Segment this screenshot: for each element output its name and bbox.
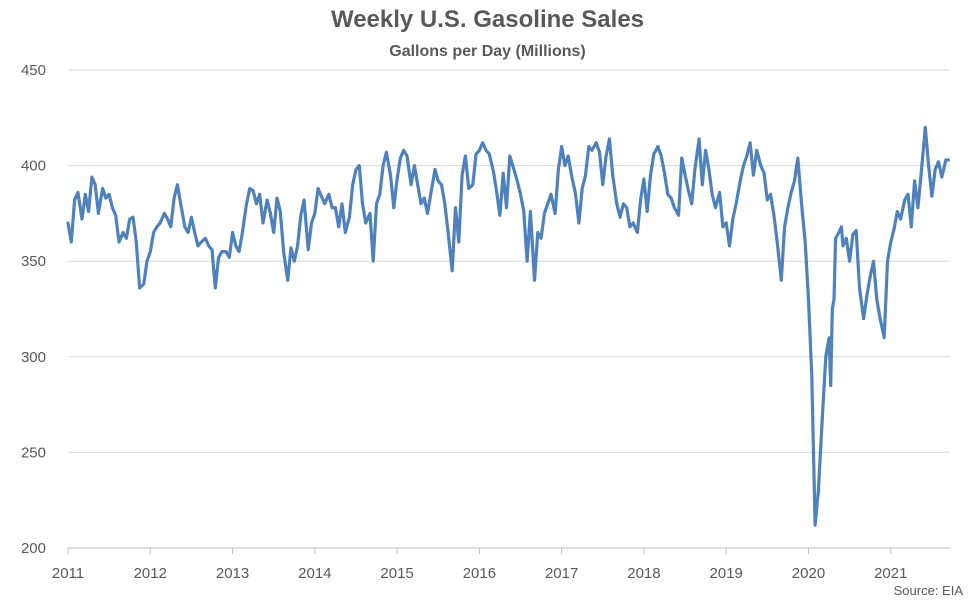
y-tick-label: 400 xyxy=(21,158,46,175)
x-tick-label: 2013 xyxy=(216,565,249,582)
x-tick-label: 2011 xyxy=(52,565,84,582)
x-tick-label: 2015 xyxy=(380,565,413,582)
x-tick-label: 2021 xyxy=(874,565,907,582)
source-note: Source: EIA xyxy=(893,583,963,598)
y-tick-label: 200 xyxy=(21,540,46,557)
series-line-0 xyxy=(66,125,951,527)
x-tick-label: 2012 xyxy=(134,565,167,582)
chart-title: Weekly U.S. Gasoline Sales xyxy=(330,6,645,33)
x-tick-label: 2020 xyxy=(792,565,825,582)
x-tick-label: 2016 xyxy=(463,565,496,582)
y-tick-label: 300 xyxy=(21,349,46,366)
y-tick-label: 250 xyxy=(21,444,46,461)
x-tick-label: 2019 xyxy=(710,565,743,582)
x-tick-label: 2018 xyxy=(627,565,660,582)
x-tick-label: 2017 xyxy=(545,565,578,582)
y-tick-label: 450 xyxy=(21,62,46,79)
y-tick-label: 350 xyxy=(21,253,46,270)
chart-subtitle: Gallons per Day (Millions) xyxy=(389,43,586,60)
x-tick-label: 2014 xyxy=(298,565,331,582)
